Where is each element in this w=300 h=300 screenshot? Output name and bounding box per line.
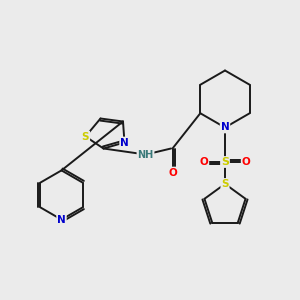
Text: O: O — [168, 167, 177, 178]
Text: N: N — [57, 214, 66, 225]
Text: S: S — [221, 157, 229, 167]
Text: O: O — [242, 157, 250, 167]
Text: N: N — [120, 137, 129, 148]
Text: NH: NH — [137, 149, 154, 160]
Text: O: O — [200, 157, 208, 167]
Text: S: S — [82, 131, 89, 142]
Text: N: N — [220, 122, 230, 133]
Text: S: S — [221, 179, 229, 189]
